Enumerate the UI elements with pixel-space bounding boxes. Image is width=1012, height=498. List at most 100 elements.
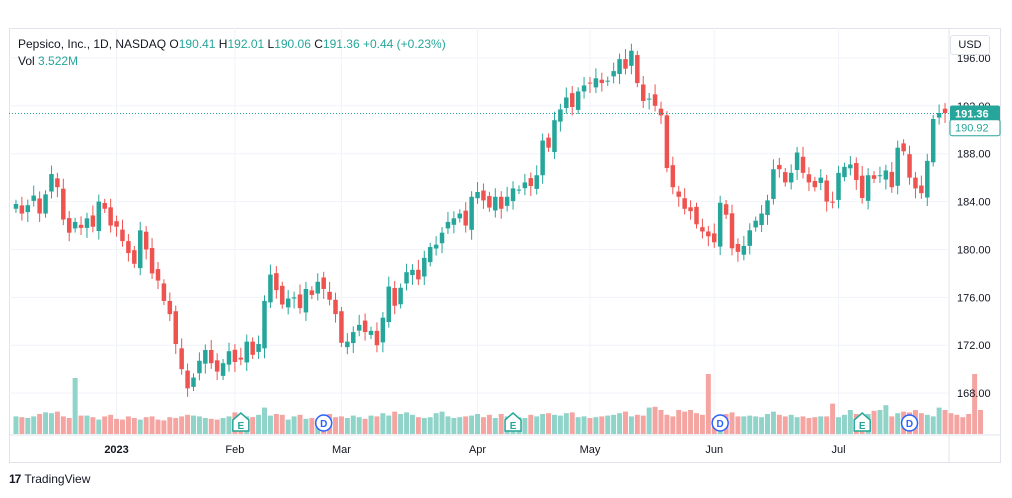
candle-body (422, 257, 427, 277)
candle-body (285, 298, 291, 308)
candle-body (806, 174, 812, 183)
candle-body (812, 180, 818, 188)
candle-body (930, 118, 936, 163)
dividend-marker-icon (314, 414, 333, 432)
volume-bar (747, 415, 753, 434)
candle-body (416, 269, 421, 280)
candle-body (487, 196, 492, 208)
candle-body (516, 189, 522, 191)
volume-bar (48, 413, 54, 434)
candle-body (942, 108, 948, 113)
volume-bar (161, 420, 167, 434)
volume-bar (475, 414, 481, 434)
volume-bar (13, 416, 19, 434)
volume-row: Vol 3.522M (18, 53, 446, 70)
candle-body (646, 98, 652, 100)
volume-bar (918, 413, 924, 434)
candle-body (398, 287, 403, 305)
candle-body (741, 245, 747, 255)
volume-bar (800, 416, 806, 434)
volume-bar (617, 413, 623, 434)
volume-bar (569, 412, 575, 434)
candle-body (43, 194, 48, 214)
y-tick-label: 184.00 (957, 197, 991, 209)
volume-bar (563, 413, 569, 434)
candle-body (291, 297, 297, 299)
low-value: 190.06 (274, 37, 311, 51)
candle-body (777, 164, 782, 170)
candle-body (102, 203, 107, 209)
currency-button[interactable]: USD (950, 35, 990, 55)
candle-body (623, 59, 628, 69)
candle-body (96, 201, 102, 232)
volume-bar (96, 419, 102, 434)
candle-body (794, 152, 800, 170)
candle-body (712, 233, 717, 243)
x-tick-label: Apr (469, 444, 486, 456)
candle-body (700, 227, 705, 232)
volume-bar (54, 411, 60, 434)
volume-bar (445, 416, 451, 434)
candle-body (883, 170, 889, 180)
candle-body (629, 50, 634, 66)
volume-bar (540, 414, 546, 434)
candle-body (564, 97, 569, 108)
x-tick-label: Feb (225, 444, 244, 456)
y-tick-label: 196.00 (957, 53, 991, 65)
dividend-marker-label: D (320, 419, 327, 430)
volume-bar (362, 418, 368, 434)
volume-bar (788, 414, 794, 434)
candle-body (197, 360, 202, 374)
volume-bar (611, 414, 617, 434)
candle-body (315, 281, 321, 294)
tradingview-brand[interactable]: 17 TradingView (9, 472, 90, 486)
candle-body (66, 218, 72, 233)
volume-bar (978, 410, 984, 434)
volume-bar (599, 416, 605, 434)
candle-body (706, 231, 711, 237)
candle-body (356, 324, 362, 331)
candle-body (114, 221, 119, 227)
volume-bar (794, 417, 800, 434)
volume-bar (386, 415, 392, 434)
volume-bar (149, 416, 155, 434)
candle-body (362, 320, 368, 333)
candle-body (670, 165, 676, 188)
candle-body (475, 191, 480, 199)
open-label: O (169, 37, 179, 51)
price-chart[interactable]: 196.00192.00188.00184.00180.00176.00172.… (9, 28, 1001, 463)
candle-body (445, 221, 451, 229)
high-value: 192.01 (227, 37, 265, 51)
close-value: 191.36 (322, 37, 360, 51)
earnings-marker-label: E (237, 421, 244, 432)
candle-body (433, 244, 439, 249)
volume-bar (534, 416, 540, 434)
candle-body (126, 241, 131, 254)
x-tick-label: Jul (831, 444, 845, 456)
candle-body (640, 84, 646, 102)
candle-body (232, 349, 238, 362)
volume-bar (877, 410, 883, 434)
candle-body (37, 198, 42, 214)
close-label: C (314, 37, 323, 51)
volume-bar (765, 414, 770, 434)
candle-body (19, 205, 25, 214)
volume-bar (433, 413, 439, 434)
volume-bar (409, 414, 415, 434)
volume-bar (694, 413, 699, 434)
volume-bar (167, 417, 173, 434)
candle-body (167, 300, 173, 315)
volume-bar (291, 416, 297, 434)
volume-bar (108, 414, 114, 434)
candle-body (309, 290, 315, 295)
volume-bar (889, 416, 895, 434)
earnings-marker-icon (504, 412, 522, 432)
candle-body (185, 370, 190, 389)
candle-body (13, 203, 19, 209)
candle-body (410, 269, 415, 276)
candle-body (854, 163, 859, 181)
candle-body (842, 166, 847, 178)
y-tick-label: 188.00 (957, 149, 991, 161)
volume-bar (676, 410, 682, 434)
candle-body (78, 224, 84, 228)
